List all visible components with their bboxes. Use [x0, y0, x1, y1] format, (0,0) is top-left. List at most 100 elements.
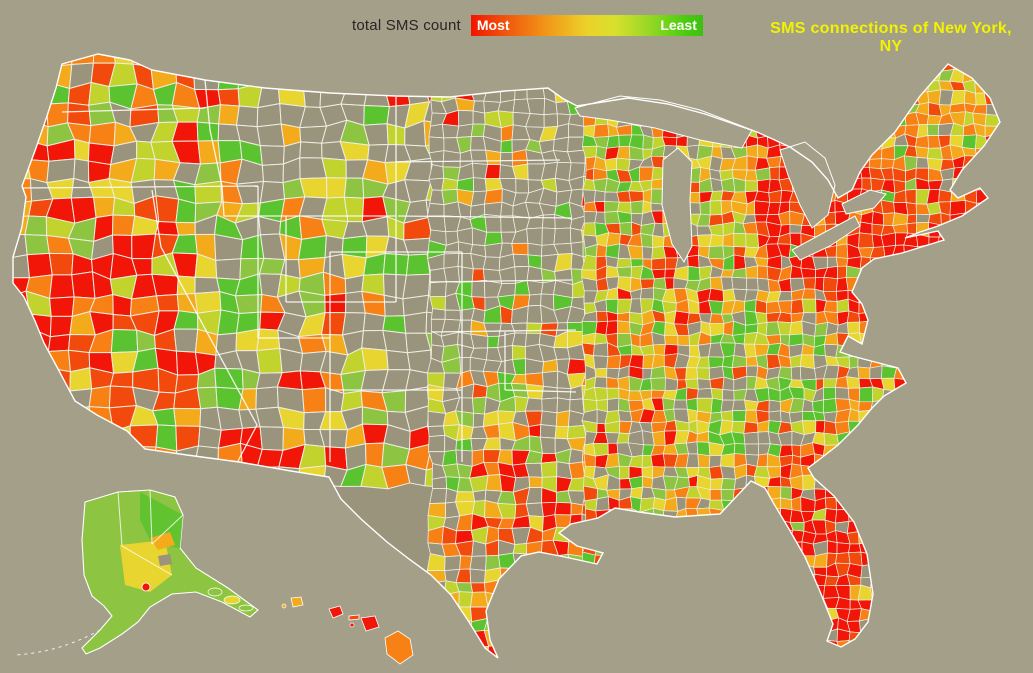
county-cell	[961, 511, 978, 521]
county-cell	[883, 520, 894, 534]
county-cell	[765, 531, 783, 545]
county-cell	[511, 242, 529, 256]
county-cell	[88, 81, 111, 106]
county-cell	[940, 487, 955, 501]
county-cell	[904, 552, 920, 567]
county-cell	[731, 499, 747, 510]
county-cell	[777, 639, 791, 655]
county-cell	[708, 606, 723, 622]
county-cell	[755, 541, 769, 557]
county-cell	[381, 54, 407, 71]
county-cell	[568, 448, 584, 465]
county-cell	[584, 85, 600, 101]
county-cell	[722, 584, 734, 599]
county-cell	[1008, 310, 1023, 324]
county-cell	[616, 530, 633, 542]
county-cell	[616, 258, 632, 269]
county-cell	[458, 54, 473, 63]
county-cell	[500, 75, 516, 90]
county-cell	[792, 58, 805, 71]
county-cell	[915, 353, 932, 368]
county-cell	[696, 441, 711, 457]
county-cell	[471, 279, 486, 298]
county-cell	[778, 68, 794, 83]
county-cell	[616, 58, 632, 71]
county-cell	[811, 81, 828, 94]
county-cell	[997, 551, 1000, 567]
county-cell	[823, 57, 837, 72]
county-cell	[472, 489, 487, 502]
county-cell	[915, 640, 931, 655]
county-cell	[915, 596, 931, 610]
county-cell	[13, 347, 33, 372]
county-cell	[975, 463, 988, 480]
county-cell	[904, 618, 918, 634]
county-cell	[790, 586, 806, 601]
county-cell	[731, 276, 748, 291]
county-cell	[781, 607, 793, 621]
county-cell	[838, 463, 849, 480]
county-cell	[930, 587, 941, 598]
county-cell	[234, 54, 261, 70]
county-cell	[663, 618, 677, 634]
county-cell	[906, 298, 920, 315]
county-cell	[732, 177, 746, 193]
county-cell	[193, 463, 221, 490]
county-cell	[755, 311, 768, 325]
county-cell	[972, 552, 988, 565]
county-cell	[1008, 178, 1022, 192]
county-cell	[428, 54, 446, 63]
county-cell	[595, 496, 610, 512]
county-cell	[938, 354, 953, 369]
county-cell	[616, 54, 632, 61]
county-cell	[847, 508, 862, 522]
county-cell	[616, 190, 632, 203]
county-cell	[1010, 168, 1022, 180]
county-cell	[343, 196, 365, 223]
county-cell	[584, 579, 599, 597]
county-cell	[527, 617, 543, 635]
county-cell	[594, 190, 606, 203]
county-cell	[938, 650, 954, 658]
county-cell	[627, 58, 644, 71]
county-cell	[976, 574, 989, 587]
county-cell	[664, 60, 676, 71]
county-cell	[526, 304, 543, 324]
county-cell	[778, 542, 793, 556]
county-cell	[777, 126, 794, 138]
county-cell	[765, 585, 780, 599]
county-cell	[984, 496, 1000, 512]
county-cell	[1009, 552, 1023, 566]
county-cell	[343, 54, 369, 69]
county-cell	[442, 630, 462, 649]
county-cell	[698, 57, 713, 70]
county-cell	[483, 85, 501, 103]
county-cell	[722, 389, 735, 401]
county-cell	[937, 288, 951, 302]
county-cell	[619, 562, 633, 578]
county-cell	[443, 265, 461, 283]
county-cell	[1009, 278, 1023, 290]
county-cell	[928, 389, 944, 400]
county-cell	[581, 596, 598, 609]
county-cell	[880, 334, 895, 346]
county-cell	[687, 89, 700, 105]
county-cell	[915, 456, 930, 469]
county-cell	[596, 585, 610, 600]
county-cell	[733, 56, 748, 70]
county-cell	[961, 431, 977, 446]
county-cell	[155, 293, 180, 312]
county-cell	[110, 328, 139, 354]
county-cell	[687, 254, 700, 269]
county-cell	[972, 653, 990, 658]
county-cell	[696, 91, 711, 105]
county-cell	[894, 541, 907, 554]
county-cell	[735, 607, 747, 622]
county-cell	[442, 647, 460, 658]
county-cell	[963, 519, 978, 534]
county-cell	[554, 633, 573, 648]
county-cell	[455, 438, 473, 452]
county-cell	[823, 300, 838, 314]
county-cell	[790, 496, 802, 512]
county-cell	[48, 252, 74, 276]
